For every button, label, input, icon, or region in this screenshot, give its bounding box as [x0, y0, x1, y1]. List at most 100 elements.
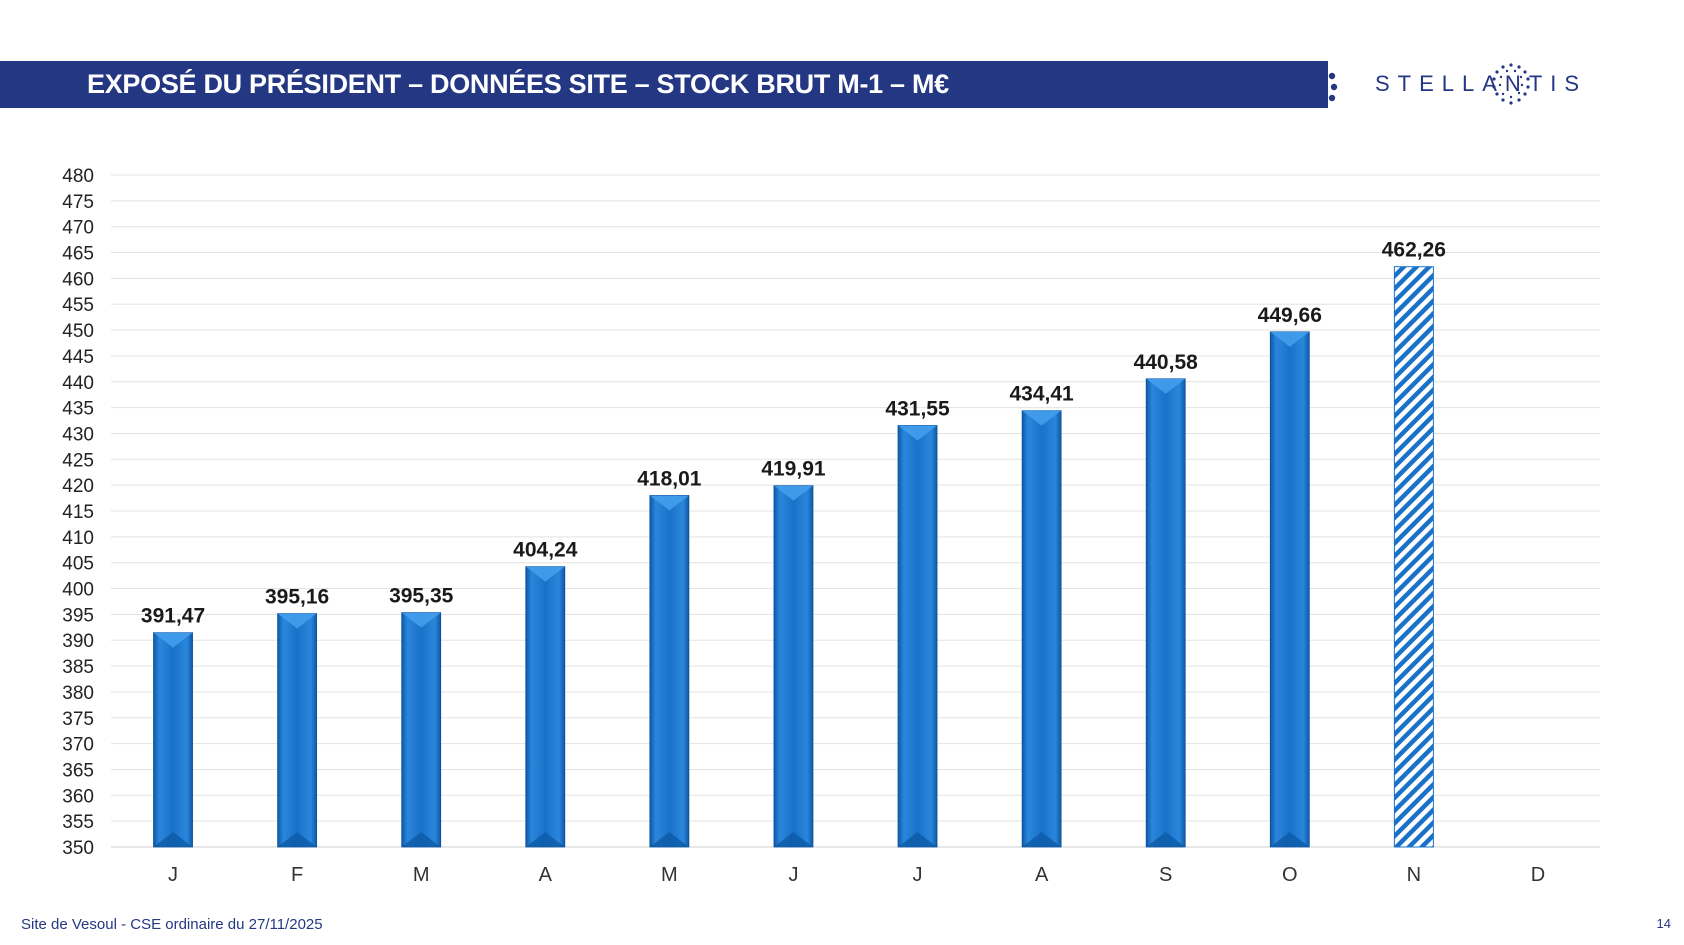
y-tick-label: 440: [62, 373, 94, 394]
y-tick-label: 470: [62, 218, 94, 239]
bar-top-bevel: [773, 485, 813, 501]
bar-body: [401, 612, 442, 848]
x-tick-label: N: [1407, 864, 1421, 886]
title-band: EXPOSÉ DU PRÉSIDENT – DONNÉES SITE – STO…: [0, 61, 1328, 108]
bar-bottom-bevel: [898, 832, 938, 847]
x-tick-label: J: [788, 864, 798, 886]
bar-value-label: 419,91: [761, 458, 826, 481]
y-tick-label: 415: [62, 502, 94, 523]
y-tick-label: 450: [62, 321, 94, 342]
bar-body: [1269, 331, 1310, 848]
footer-site: Site de Vesoul - CSE ordinaire du 27/11/…: [21, 916, 323, 933]
bar-body: [153, 632, 193, 848]
bar: [1021, 410, 1062, 848]
bar-body: [525, 566, 566, 848]
bar-top-bevel: [153, 632, 193, 648]
bar-top-bevel: [898, 425, 938, 441]
bar-value-label: 431,55: [885, 397, 950, 420]
bar-bottom-bevel: [153, 832, 193, 847]
bar-body: [277, 613, 318, 848]
bar-top-bevel: [1022, 410, 1062, 426]
y-tick-label: 355: [62, 812, 94, 833]
x-tick-label: J: [913, 864, 923, 886]
y-tick-label: 375: [62, 709, 94, 730]
bar: [1145, 378, 1186, 848]
page-title: EXPOSÉ DU PRÉSIDENT – DONNÉES SITE – STO…: [87, 69, 949, 99]
x-tick-label: F: [291, 864, 303, 886]
bar-body: [1145, 378, 1186, 848]
x-tick-label: S: [1159, 864, 1172, 886]
bar: [773, 485, 814, 848]
logo-ring-icon: [1492, 63, 1530, 105]
bar-top-bevel: [1146, 378, 1186, 394]
x-tick-label: M: [661, 864, 678, 886]
bar-value-label: 395,16: [265, 586, 329, 609]
bar: [1269, 331, 1310, 848]
y-tick-label: 360: [62, 786, 94, 807]
y-tick-label: 425: [62, 450, 94, 471]
y-tick-label: 465: [62, 244, 94, 265]
stellantis-logo: STELLANTIS: [1375, 58, 1615, 110]
bar-top-bevel: [649, 495, 689, 511]
y-tick-label: 430: [62, 424, 94, 445]
bar-top-bevel: [525, 566, 565, 582]
band-dots-icon: [1318, 67, 1338, 107]
bar-value-label: 462,26: [1382, 239, 1446, 262]
bar-bottom-bevel: [1270, 832, 1310, 847]
y-tick-label: 480: [62, 166, 94, 187]
bar-bottom-bevel: [649, 832, 689, 847]
logo-text: STELLANTIS: [1375, 71, 1588, 96]
bar-forecast: [1393, 266, 1434, 848]
y-tick-label: 410: [62, 528, 94, 549]
y-tick-label: 420: [62, 476, 94, 497]
bar: [525, 566, 566, 848]
bar-body: [773, 485, 814, 848]
x-tick-label: A: [1035, 864, 1049, 886]
bar: [649, 495, 690, 848]
y-tick-label: 435: [62, 399, 94, 420]
bar-bottom-bevel: [1146, 832, 1186, 847]
x-tick-label: O: [1282, 864, 1298, 886]
bar-top-bevel: [1270, 331, 1310, 347]
bar: [153, 632, 193, 848]
bar-value-label: 449,66: [1258, 304, 1322, 327]
bar-value-label: 418,01: [637, 467, 702, 490]
y-tick-label: 405: [62, 554, 94, 575]
y-tick-label: 390: [62, 631, 94, 652]
bar: [897, 425, 938, 848]
bar-body: [649, 495, 690, 848]
bar-body: [897, 425, 938, 848]
x-tick-label: D: [1531, 864, 1545, 886]
y-tick-label: 475: [62, 192, 94, 213]
y-tick-label: 400: [62, 580, 94, 601]
page-number: 14: [1656, 916, 1671, 931]
bar-bottom-bevel: [525, 832, 565, 847]
y-tick-label: 350: [62, 838, 94, 859]
bar-bottom-bevel: [1022, 832, 1062, 847]
bar-value-label: 440,58: [1134, 351, 1199, 374]
y-tick-label: 365: [62, 760, 94, 781]
bar: [277, 613, 318, 848]
bar-value-label: 395,35: [389, 585, 454, 608]
bar-top-bevel: [277, 613, 317, 629]
x-tick-label: M: [413, 864, 430, 886]
x-tick-label: J: [168, 864, 178, 886]
y-tick-label: 370: [62, 735, 94, 756]
y-tick-label: 380: [62, 683, 94, 704]
y-tick-label: 385: [62, 657, 94, 678]
bar-value-label: 391,47: [141, 605, 205, 628]
bar: [401, 612, 442, 848]
bar-bottom-bevel: [773, 832, 813, 847]
bar-bottom-bevel: [401, 832, 441, 847]
x-tick-label: A: [539, 864, 553, 886]
y-tick-label: 460: [62, 269, 94, 290]
y-tick-label: 395: [62, 605, 94, 626]
y-tick-label: 445: [62, 347, 94, 368]
bar-value-label: 434,41: [1010, 383, 1075, 406]
bar-body: [1021, 410, 1062, 848]
bar-bottom-bevel: [277, 832, 317, 847]
bar-value-label: 404,24: [513, 539, 578, 562]
bar-top-bevel: [401, 612, 441, 628]
